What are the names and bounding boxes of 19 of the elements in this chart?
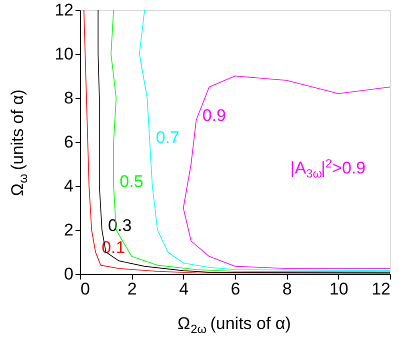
y-tick-label: 4: [64, 176, 74, 196]
x-tick-label: 0: [80, 280, 90, 298]
y-tick-label: 12: [54, 0, 74, 20]
x-tick-label: 4: [179, 280, 189, 298]
y-tick-label: 10: [54, 44, 74, 64]
x-tick-label: 10: [329, 280, 348, 298]
line-series: [182, 76, 390, 269]
x-tick-label: 6: [230, 280, 240, 298]
y-tick-label: 2: [64, 220, 74, 240]
series-label: 0.7: [156, 128, 180, 147]
y-axis-title: Ωω (units of α): [8, 89, 30, 196]
x-tick-label: 2: [127, 280, 137, 298]
y-tick-label: 6: [64, 132, 74, 152]
x-tick-label: 8: [282, 280, 292, 298]
y-tick-label: 0: [64, 264, 74, 284]
y-tick-label: 8: [64, 88, 74, 108]
series-label: 0.9: [202, 106, 226, 125]
x-tick-label: 12: [372, 280, 390, 298]
series-label: 0.5: [120, 172, 144, 191]
